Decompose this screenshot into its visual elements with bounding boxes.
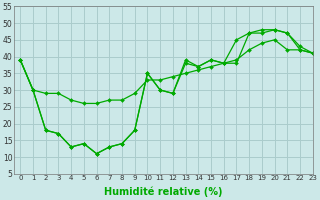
X-axis label: Humidité relative (%): Humidité relative (%) [104, 187, 223, 197]
